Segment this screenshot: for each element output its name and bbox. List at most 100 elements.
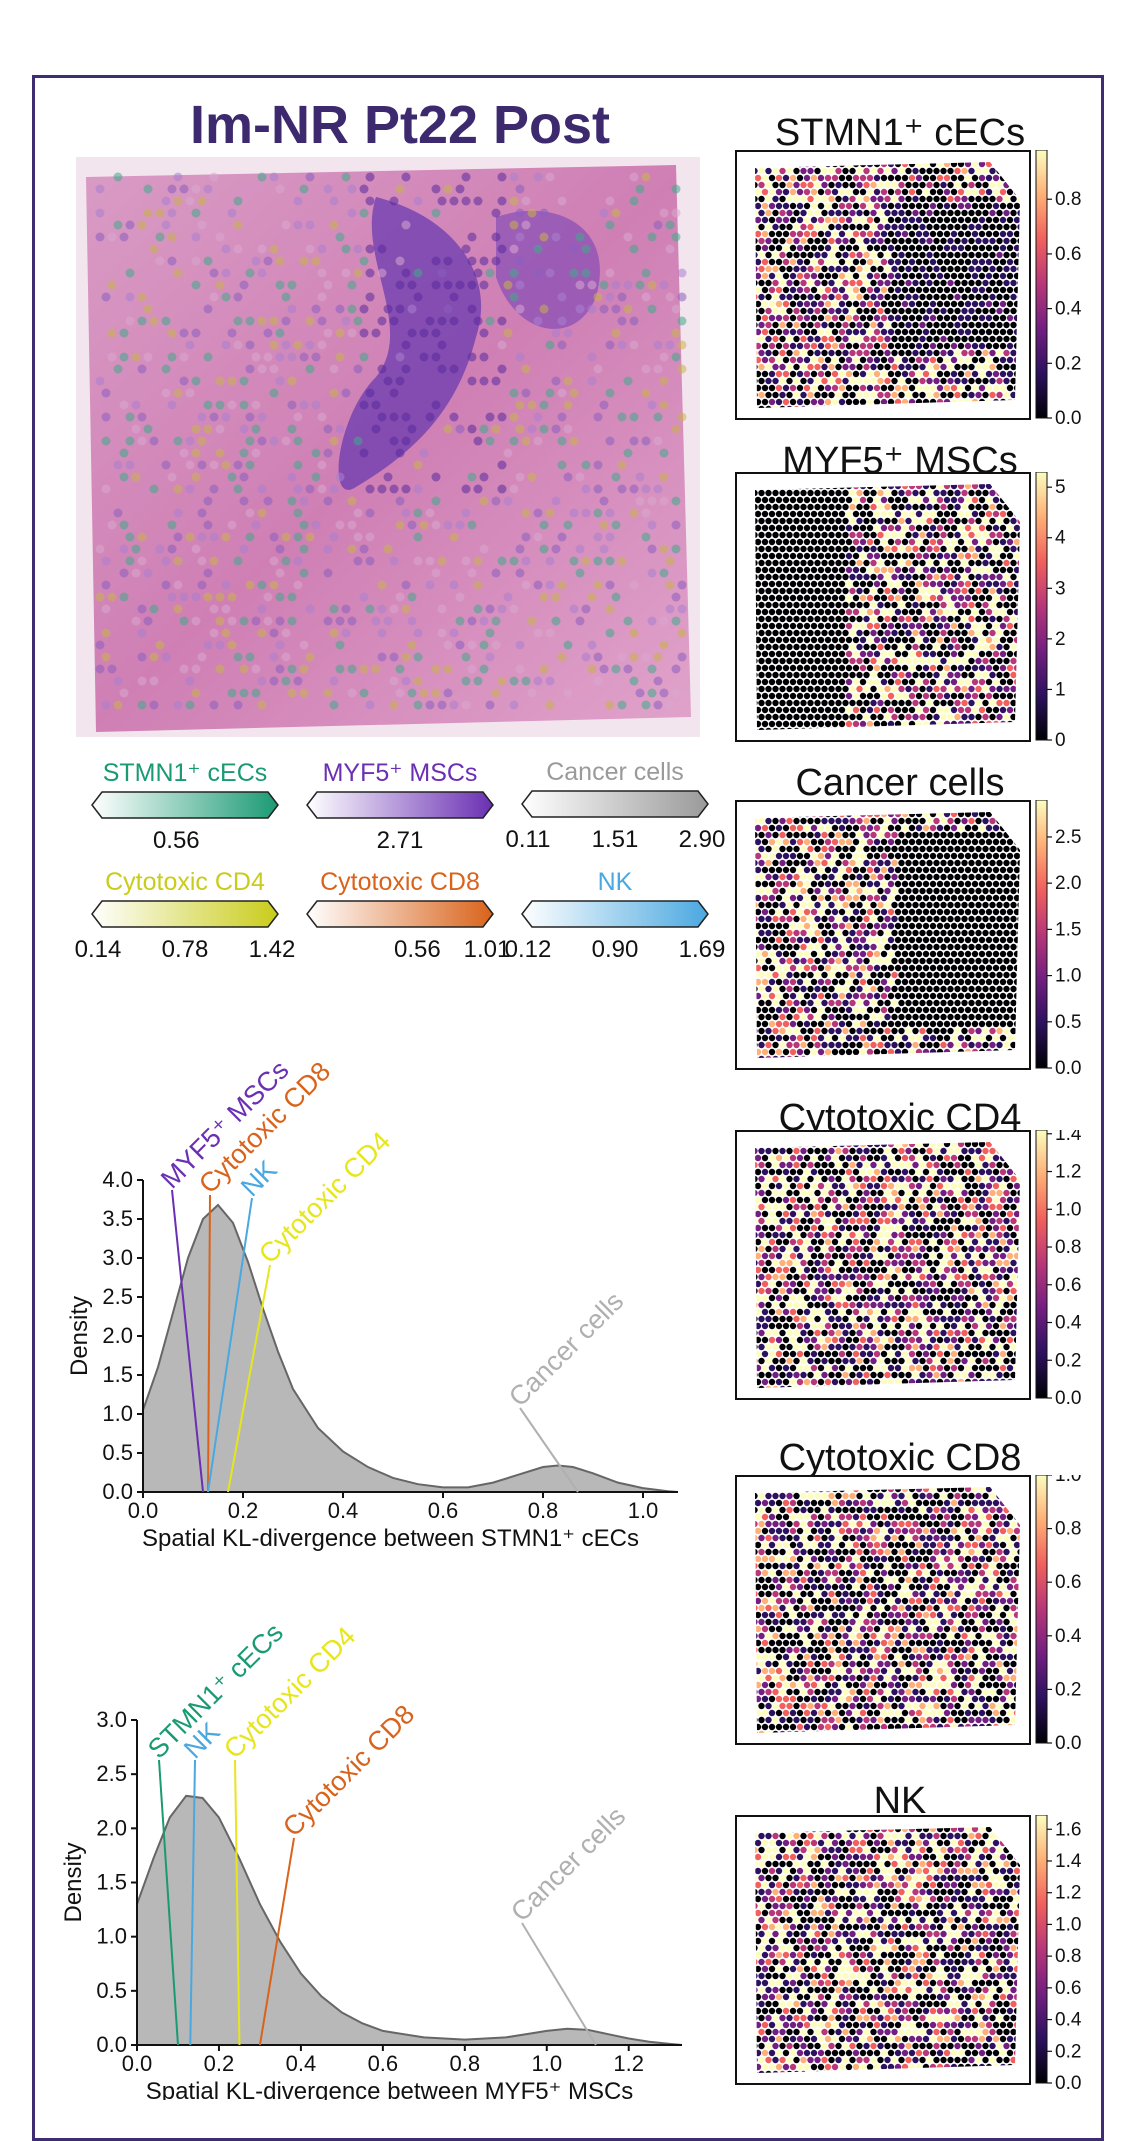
legend-tick-label: 1.42 (249, 936, 296, 964)
legend-tick-label: 0.56 (153, 827, 200, 855)
spatial-panel: 0.0 0.2 0.4 0.6 0.8 1.0 1.2 1.4 (735, 1130, 1115, 1420)
colorbar-tick-label: 2 (1055, 629, 1066, 650)
legend-label: Cancer cells (520, 758, 710, 787)
he-overlay-image (76, 157, 700, 737)
y-axis-label: Density (60, 1842, 87, 1922)
colorbar-tick-label: 0.0 (1055, 1058, 1081, 1079)
colorbar-tick-label: 0.0 (1055, 1733, 1081, 1754)
legend-gradient-bar (90, 897, 280, 931)
legend-tick-label: 1.51 (592, 826, 639, 854)
colorbar-tick-label: 0.8 (1055, 1946, 1081, 1967)
colorbar-tick-label: 1.4 (1055, 1851, 1082, 1872)
y-tick-label: 1.0 (96, 1924, 127, 1949)
colorbar-tick-label: 1.2 (1055, 1883, 1081, 1904)
marker-line (522, 1923, 596, 2045)
legend-ticks: 2.71 (305, 827, 495, 855)
colorbar-tick-label: 4 (1055, 528, 1066, 549)
colorbar-tick-label: 1.0 (1055, 1475, 1081, 1486)
marker-label: Cytotoxic CD4 (253, 1126, 396, 1269)
colorbar-tick-label: 1.6 (1055, 1819, 1081, 1840)
colorbar-tick-label: 0.6 (1055, 1978, 1081, 1999)
y-tick-label: 2.5 (102, 1284, 133, 1309)
colorbar-tick-label: 2.5 (1055, 827, 1081, 848)
legend-gradient-bar (305, 897, 495, 931)
colorbar-tick-label: 0.4 (1055, 1313, 1082, 1334)
legend-label: Cytotoxic CD4 (90, 868, 280, 897)
colorbar-tick-label: 0.6 (1055, 244, 1081, 265)
legend-tick-label: 0.14 (75, 936, 122, 964)
y-tick-label: 2.0 (102, 1323, 133, 1348)
colorbar-tick-label: 0 (1055, 730, 1066, 751)
legend-tick-label: 2.71 (377, 827, 424, 855)
colorbar-tick-label: 0.0 (1055, 2073, 1081, 2094)
y-tick-label: 1.5 (102, 1362, 133, 1387)
x-tick-label: 1.0 (531, 2051, 562, 2076)
colorbar-tick-label: 1.5 (1055, 919, 1081, 940)
legend-label: Cytotoxic CD8 (305, 868, 495, 897)
y-tick-label: 2.5 (96, 1761, 127, 1786)
colorbar-tick-label: 0.8 (1055, 189, 1081, 210)
colorbar-tick-label: 0.0 (1055, 408, 1081, 429)
x-axis-label: Spatial KL-divergence between MYF5⁺ MSCs (146, 2078, 634, 2100)
x-tick-label: 0.8 (528, 1498, 559, 1523)
y-tick-label: 1.5 (96, 1870, 127, 1895)
colorbar-tick-label: 1.0 (1055, 966, 1081, 987)
legend-tick-label: 0.90 (592, 936, 639, 964)
legend-tick-label: 1.69 (679, 936, 726, 964)
x-tick-label: 0.2 (228, 1498, 259, 1523)
colorbar-tick-label: 0.5 (1055, 1012, 1081, 1033)
x-tick-label: 0.6 (368, 2051, 399, 2076)
y-tick-label: 2.0 (96, 1815, 127, 1840)
y-axis-label: Density (66, 1296, 93, 1376)
colorbar-tick-label: 0.6 (1055, 1275, 1081, 1296)
colorbar-tick-label: 0.2 (1055, 1350, 1081, 1371)
colorbar-tick-label: 0.4 (1055, 2010, 1082, 2031)
legend-label: NK (520, 868, 710, 897)
x-tick-label: 1.0 (628, 1498, 659, 1523)
colorbar-tick-label: 1.0 (1055, 1199, 1081, 1220)
colorbar-tick-label: 0.2 (1055, 353, 1081, 374)
x-tick-label: 0.6 (428, 1498, 459, 1523)
colorbar-tick-label: 1.2 (1055, 1162, 1081, 1183)
marker-label: Cancer cells (505, 1801, 631, 1927)
spatial-panel: 0.00.20.40.60.81.0 (735, 1475, 1115, 1765)
legend-gradient-bar (90, 788, 280, 822)
legend-label: MYF5⁺ MSCs (305, 758, 495, 788)
legend-tick-label: 0.78 (162, 936, 209, 964)
density-area (143, 1205, 678, 1492)
legend-gradient-bar (520, 787, 710, 821)
colorbar-legend: MYF5⁺ MSCs 2.71 (305, 758, 495, 855)
x-tick-label: 0.4 (286, 2051, 317, 2076)
spatial-panel: 0.0 0.2 0.4 0.6 0.8 (735, 150, 1115, 440)
y-tick-label: 1.0 (102, 1401, 133, 1426)
colorbar-tick-label: 1 (1055, 679, 1066, 700)
colorbar-tick-label: 0.4 (1055, 1626, 1082, 1647)
legend-ticks: 0.56 (90, 827, 280, 855)
legend-tick-label: 0.56 (394, 936, 441, 964)
colorbar-tick-label: 2.0 (1055, 873, 1081, 894)
colorbar-tick-label: 1.4 (1055, 1130, 1082, 1145)
colorbar-tick-label: 0.2 (1055, 2041, 1081, 2062)
colorbar-tick-label: 0.0 (1055, 1388, 1081, 1409)
legend-gradient-bar (305, 788, 495, 822)
x-tick-label: 0.4 (328, 1498, 359, 1523)
colorbar-tick-label: 3 (1055, 578, 1066, 599)
marker-label: Cancer cells (503, 1286, 629, 1412)
y-tick-label: 3.0 (102, 1245, 133, 1270)
colorbar-tick-label: 0.4 (1055, 299, 1082, 320)
x-tick-label: 0.2 (204, 2051, 235, 2076)
colorbar-tick-label: 0.2 (1055, 1679, 1081, 1700)
marker-label: Cytotoxic CD4 (218, 1621, 361, 1764)
y-tick-label: 0.5 (102, 1440, 133, 1465)
legend-tick-label: 1.01 (464, 936, 511, 964)
spatial-panel-title: STMN1⁺ cECs (735, 110, 1065, 155)
colorbar-tick-label: 1.0 (1055, 1914, 1081, 1935)
colorbar-tick-label: 0.8 (1055, 1237, 1081, 1258)
